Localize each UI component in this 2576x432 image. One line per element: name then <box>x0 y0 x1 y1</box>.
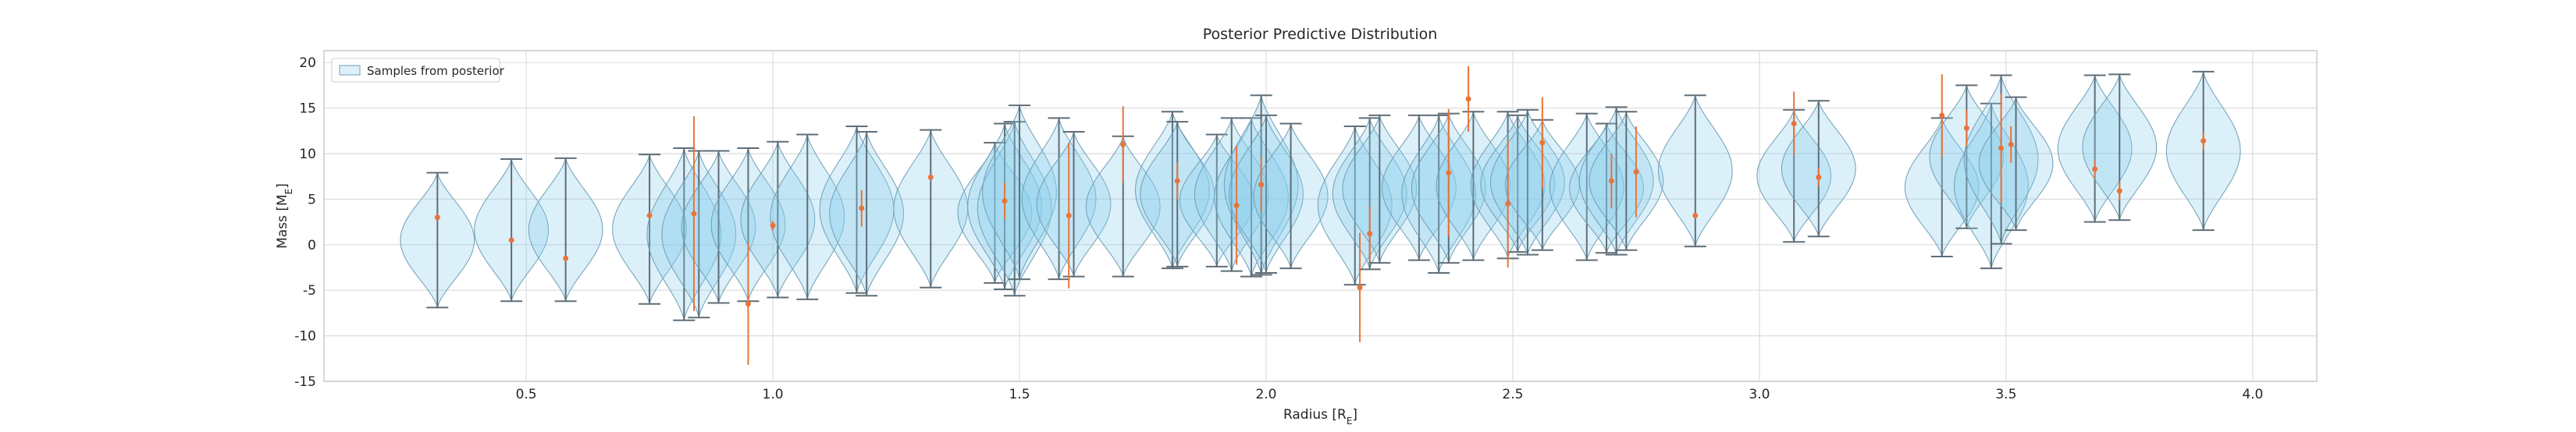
observation-point <box>434 214 440 221</box>
x-tick-label: 3.0 <box>1749 387 1770 402</box>
x-tick-label: 0.5 <box>516 387 537 402</box>
observation-point <box>508 237 514 243</box>
observation-point <box>1963 125 1969 131</box>
plot-frame <box>323 50 2318 382</box>
x-axis-label-part: Radius [R <box>1283 407 1347 423</box>
observation-point <box>745 301 751 307</box>
observation-point <box>927 174 934 180</box>
observation-point <box>1816 174 1822 180</box>
x-axis-label-part: E <box>1347 416 1353 427</box>
chart-title: Posterior Predictive Distribution <box>1203 26 1438 43</box>
observation-point <box>1258 182 1265 188</box>
observation-point <box>2116 188 2122 194</box>
observation-point <box>1446 170 1452 176</box>
y-axis-label: Mass [ME] <box>275 183 294 249</box>
x-tick-label: 2.5 <box>1502 387 1523 402</box>
observation-point <box>1539 140 1546 146</box>
x-axis-label-part: ] <box>1352 407 1357 423</box>
observation-point <box>1998 145 2005 151</box>
y-tick-label: 5 <box>308 192 316 207</box>
y-axis-label-part: ] <box>275 183 290 189</box>
observation-point <box>859 205 865 211</box>
observation-point <box>1505 200 1511 207</box>
observation-point <box>646 212 653 218</box>
observation-point <box>1120 141 1126 147</box>
observation-point <box>2092 166 2098 172</box>
y-axis-label-part: E <box>283 189 294 195</box>
y-tick-label: -10 <box>294 329 316 345</box>
y-tick-label: 10 <box>299 147 316 162</box>
observation-point <box>1002 198 1008 204</box>
observation-point <box>1066 212 1072 218</box>
x-tick-label: 4.0 <box>2242 387 2263 402</box>
x-tick-label: 3.5 <box>1995 387 2016 402</box>
observation-point <box>1233 203 1240 209</box>
y-tick-label: -15 <box>294 374 316 390</box>
observation-point <box>2008 141 2014 147</box>
legend-frame <box>331 58 500 83</box>
observation-point <box>1465 96 1471 102</box>
observation-point <box>770 222 776 228</box>
observation-point <box>691 211 697 217</box>
observation-point <box>1608 178 1614 184</box>
x-axis-label: Radius [RE] <box>1283 407 1357 427</box>
y-tick-label: 0 <box>308 238 316 253</box>
x-tick-label: 1.5 <box>1009 387 1030 402</box>
observation-point <box>2201 138 2207 144</box>
observation-point <box>1633 168 1639 175</box>
y-tick-label: 20 <box>299 55 316 71</box>
observation-point <box>563 255 569 261</box>
observation-point <box>1939 112 1945 119</box>
observation-point <box>1791 120 1797 126</box>
observation-point <box>1174 178 1180 184</box>
observation-point <box>1357 285 1363 291</box>
y-tick-label: -5 <box>303 283 316 299</box>
y-axis-label-part: Mass [M <box>275 194 290 249</box>
y-tick-label: 15 <box>299 101 316 117</box>
x-tick-label: 1.0 <box>763 387 784 402</box>
legend-label: Samples from posterior <box>367 64 505 78</box>
legend-swatch <box>339 65 361 76</box>
x-tick-label: 2.0 <box>1255 387 1276 402</box>
observation-point <box>1692 212 1699 218</box>
observation-point <box>1367 231 1373 237</box>
legend: Samples from posterior <box>331 58 505 83</box>
